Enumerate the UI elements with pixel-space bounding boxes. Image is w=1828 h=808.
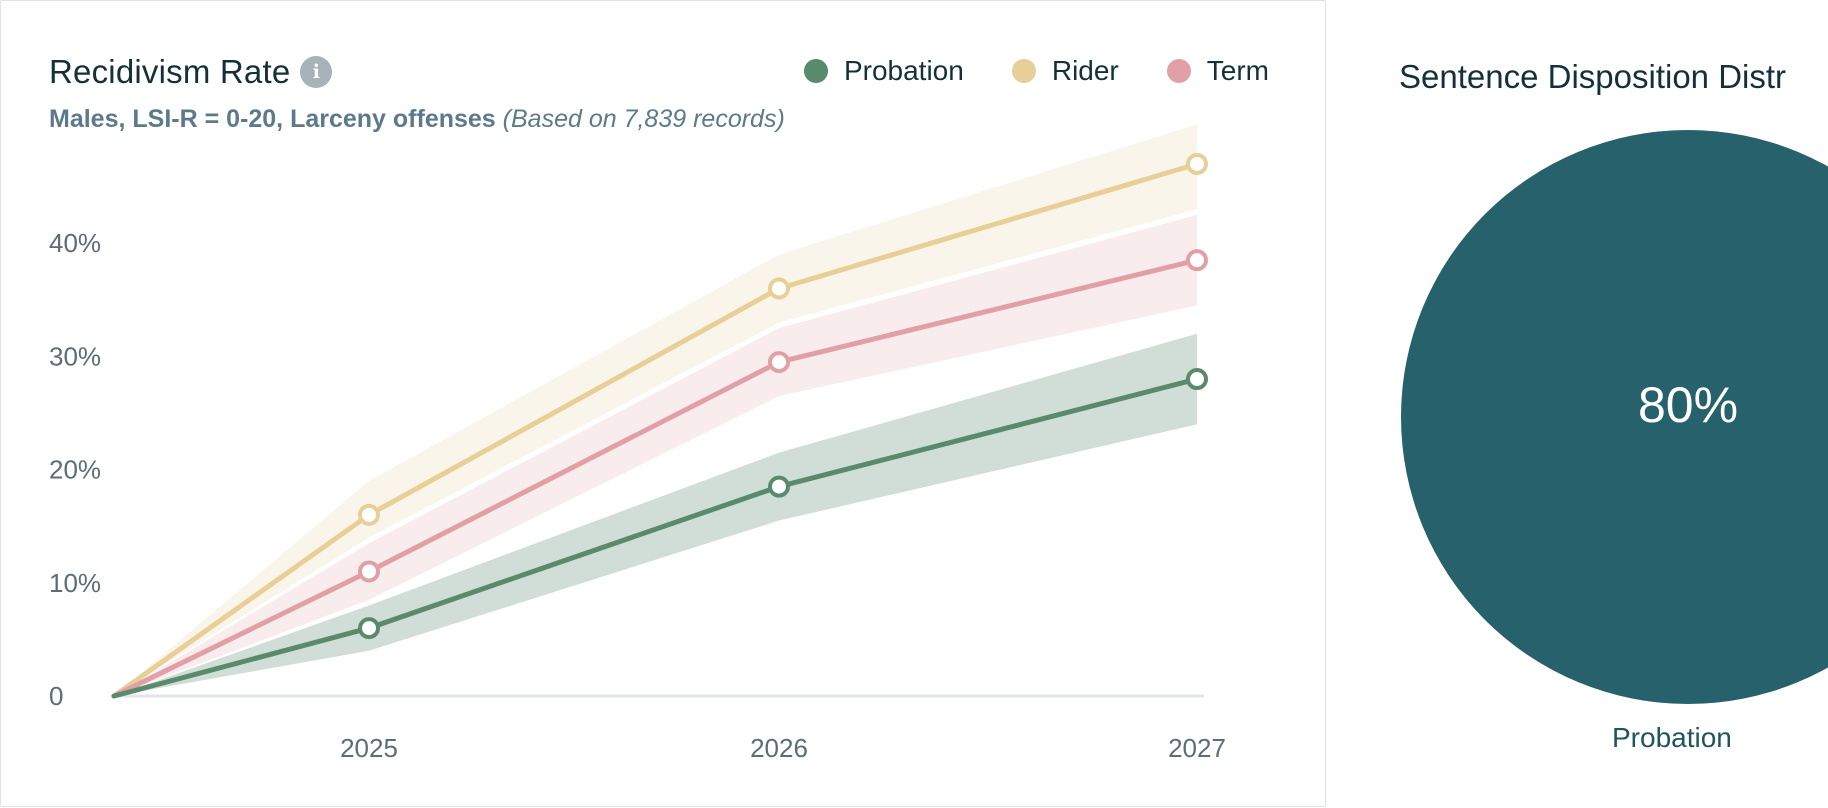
y-tick-label: 40% <box>49 228 101 258</box>
series-line-term <box>111 257 1200 699</box>
data-point-term <box>358 560 380 583</box>
legend-dot-probation <box>803 59 828 83</box>
x-tick-label: 2026 <box>750 733 808 763</box>
legend-label-probation: Probation <box>843 55 964 86</box>
series-line-rider <box>111 161 1200 699</box>
recidivism-card: Recidivism Rate i Males, LSI-R = 0-20, L… <box>0 0 1326 807</box>
recidivism-subtitle: Males, LSI-R = 0-20, Larceny offenses (B… <box>49 105 785 134</box>
subtitle-filters: Males, LSI-R = 0-20, Larceny offenses <box>49 105 496 133</box>
data-point-rider <box>1186 152 1208 175</box>
pie-slice-probation[interactable] <box>1401 130 1828 704</box>
recidivism-title: Recidivism Rate <box>49 53 291 90</box>
chart-legend: Probation Rider Term <box>756 55 1269 87</box>
legend-item-term[interactable]: Term <box>1166 55 1269 87</box>
pie-category-label: Probation <box>1612 722 1732 753</box>
disposition-title: Sentence Disposition Distr <box>1399 58 1787 95</box>
data-point-probation <box>1186 368 1208 391</box>
recidivism-title-row: Recidivism Rate i <box>49 53 333 91</box>
x-tick-label: 2025 <box>340 733 398 763</box>
band-probation <box>114 333 1197 697</box>
data-point-probation <box>768 475 790 498</box>
data-point-rider <box>768 277 790 300</box>
legend-item-probation[interactable]: Probation <box>803 55 964 87</box>
disposition-pie-chart: 80% <box>1401 130 1828 704</box>
y-tick-label: 10% <box>49 568 101 598</box>
data-point-term <box>1186 249 1208 272</box>
pie-slice-label: 80% <box>1638 377 1738 433</box>
legend-dot-rider <box>1011 59 1036 83</box>
y-tick-label: 30% <box>49 341 101 371</box>
band-rider <box>114 124 1197 697</box>
data-point-term <box>768 351 790 374</box>
x-tick-label: 2027 <box>1168 733 1226 763</box>
legend-dot-term <box>1166 59 1191 83</box>
legend-item-rider[interactable]: Rider <box>1011 55 1119 87</box>
subtitle-record-count: (Based on 7,839 records) <box>502 105 785 133</box>
y-tick-label: 20% <box>49 455 101 485</box>
legend-label-rider: Rider <box>1051 55 1119 86</box>
disposition-pie-clip: 80% <box>1326 0 1828 808</box>
data-point-rider <box>358 503 380 526</box>
data-point-probation <box>358 617 380 640</box>
recidivism-line-chart: 0 10% 20% 30% 40% 2025 2026 2027 <box>49 124 1226 763</box>
series-line-probation <box>111 376 1200 699</box>
band-term <box>114 214 1197 697</box>
legend-label-term: Term <box>1206 55 1269 86</box>
info-icon[interactable]: i <box>300 56 333 88</box>
y-tick-label: 0 <box>49 681 63 711</box>
